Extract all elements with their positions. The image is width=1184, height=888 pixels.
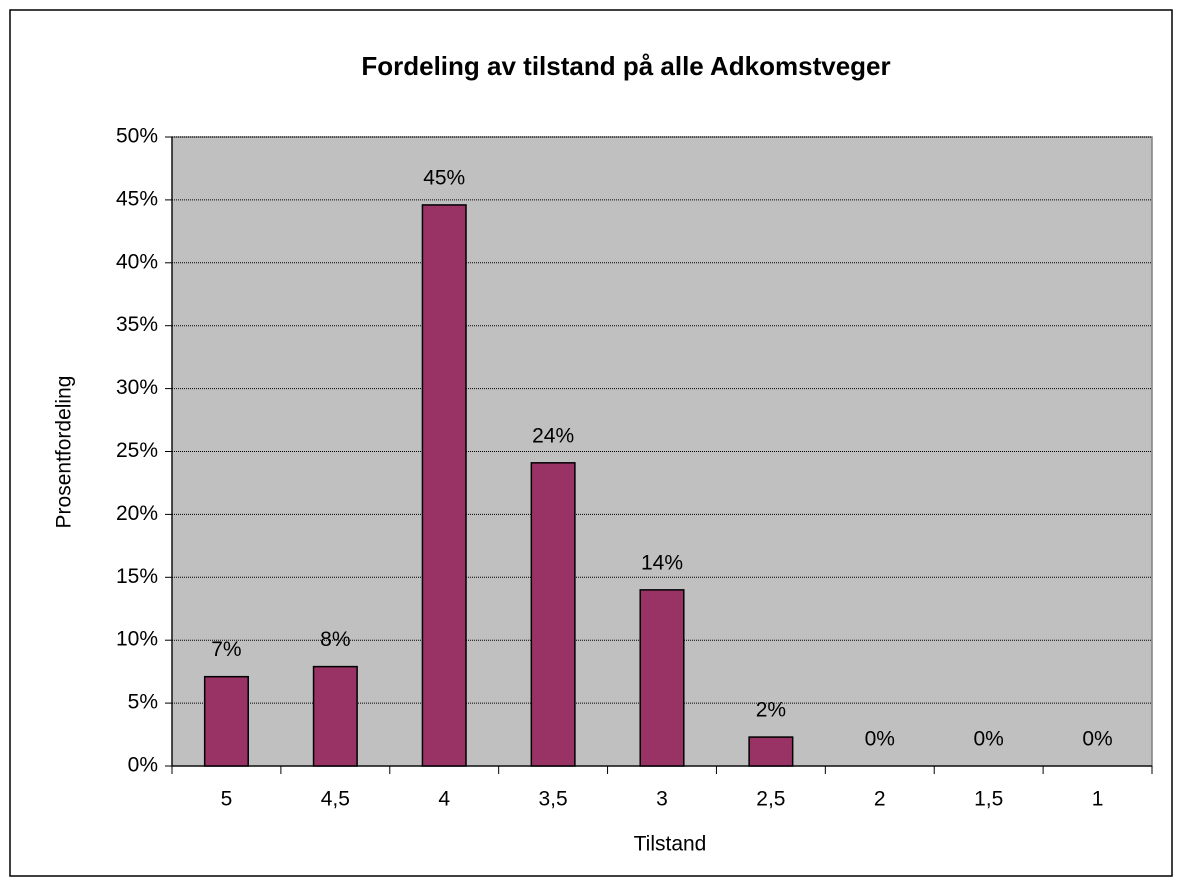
x-tick-label: 5 — [221, 788, 233, 811]
bar — [421, 204, 467, 767]
y-tick-label: 35% — [116, 313, 158, 336]
data-label: 2% — [756, 699, 786, 722]
y-axis-label: Prosentfordeling — [53, 376, 76, 529]
x-tick-label: 1 — [1092, 788, 1104, 811]
bar — [312, 665, 358, 767]
data-label: 45% — [423, 166, 465, 189]
y-tick-label: 10% — [116, 628, 158, 651]
y-tick-label: 30% — [116, 376, 158, 399]
data-label: 0% — [865, 728, 895, 751]
y-tick-label: 5% — [128, 691, 158, 714]
bar — [639, 589, 685, 767]
data-label: 7% — [211, 638, 241, 661]
x-tick-label: 4 — [438, 788, 450, 811]
bar — [748, 736, 794, 767]
x-tick-label: 2,5 — [756, 788, 785, 811]
data-label: 0% — [1082, 728, 1112, 751]
data-label: 24% — [532, 424, 574, 447]
x-tick-label: 3 — [656, 788, 668, 811]
x-tick-label: 1,5 — [974, 788, 1003, 811]
y-tick-label: 40% — [116, 250, 158, 273]
x-axis-label: Tilstand — [634, 833, 707, 856]
bar — [530, 462, 576, 767]
y-tick-label: 45% — [116, 187, 158, 210]
bar — [203, 675, 249, 767]
chart-title: Fordeling av tilstand på alle Adkomstveg… — [361, 51, 890, 81]
y-tick-label: 0% — [128, 754, 158, 777]
y-tick-label: 25% — [116, 439, 158, 462]
x-tick-label: 3,5 — [539, 788, 568, 811]
y-tick-label: 50% — [116, 125, 158, 148]
x-tick-label: 2 — [874, 788, 886, 811]
y-tick-label: 15% — [116, 565, 158, 588]
data-label: 0% — [973, 728, 1003, 751]
data-label: 8% — [320, 628, 350, 651]
x-tick-label: 4,5 — [321, 788, 350, 811]
y-tick-label: 20% — [116, 502, 158, 525]
data-label: 14% — [641, 551, 683, 574]
